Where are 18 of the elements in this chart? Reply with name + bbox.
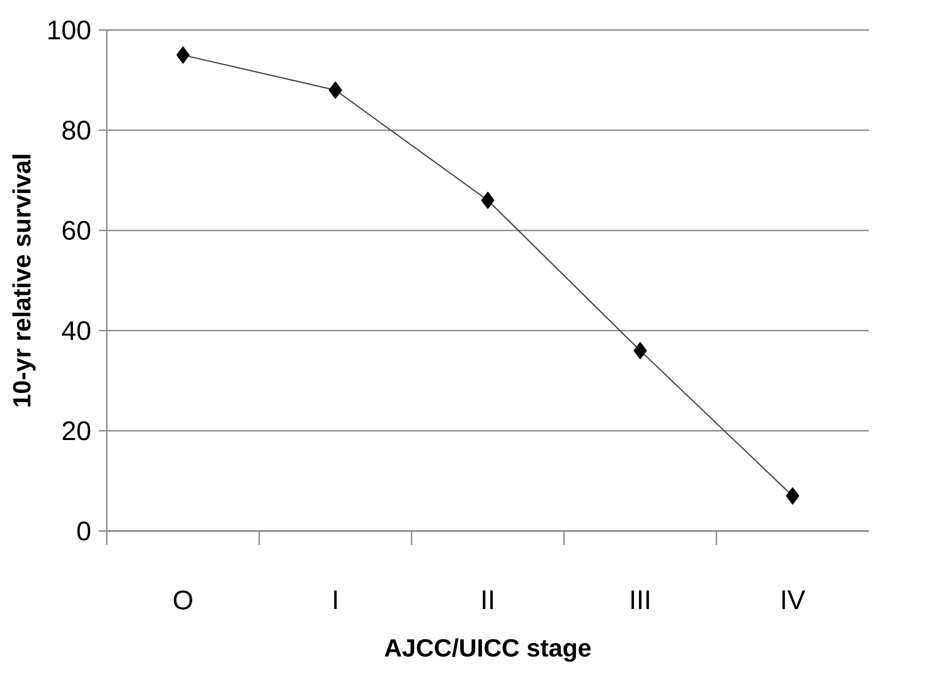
point [786,487,800,504]
point [634,342,647,360]
y-tick-label: 60 [62,220,90,240]
x-tick-label: II [482,590,493,610]
y-tick-label: 0 [77,521,90,541]
x-tick-label: IV [782,590,806,610]
x-tick-label: O [174,590,192,610]
y-tick-label: 20 [62,421,90,440]
y-axis-title: 10-yr relative survival [12,154,36,406]
point [176,46,190,64]
point [328,82,342,99]
x-tick-label: III [631,590,649,610]
y-tick-label: 100 [48,20,90,40]
x-tick-label: I [334,590,337,610]
y-tick-label: 40 [62,321,90,340]
x-axis-title: AJCC/UICC stage [384,638,591,662]
y-tick-label: 80 [62,120,90,140]
point [481,192,494,209]
